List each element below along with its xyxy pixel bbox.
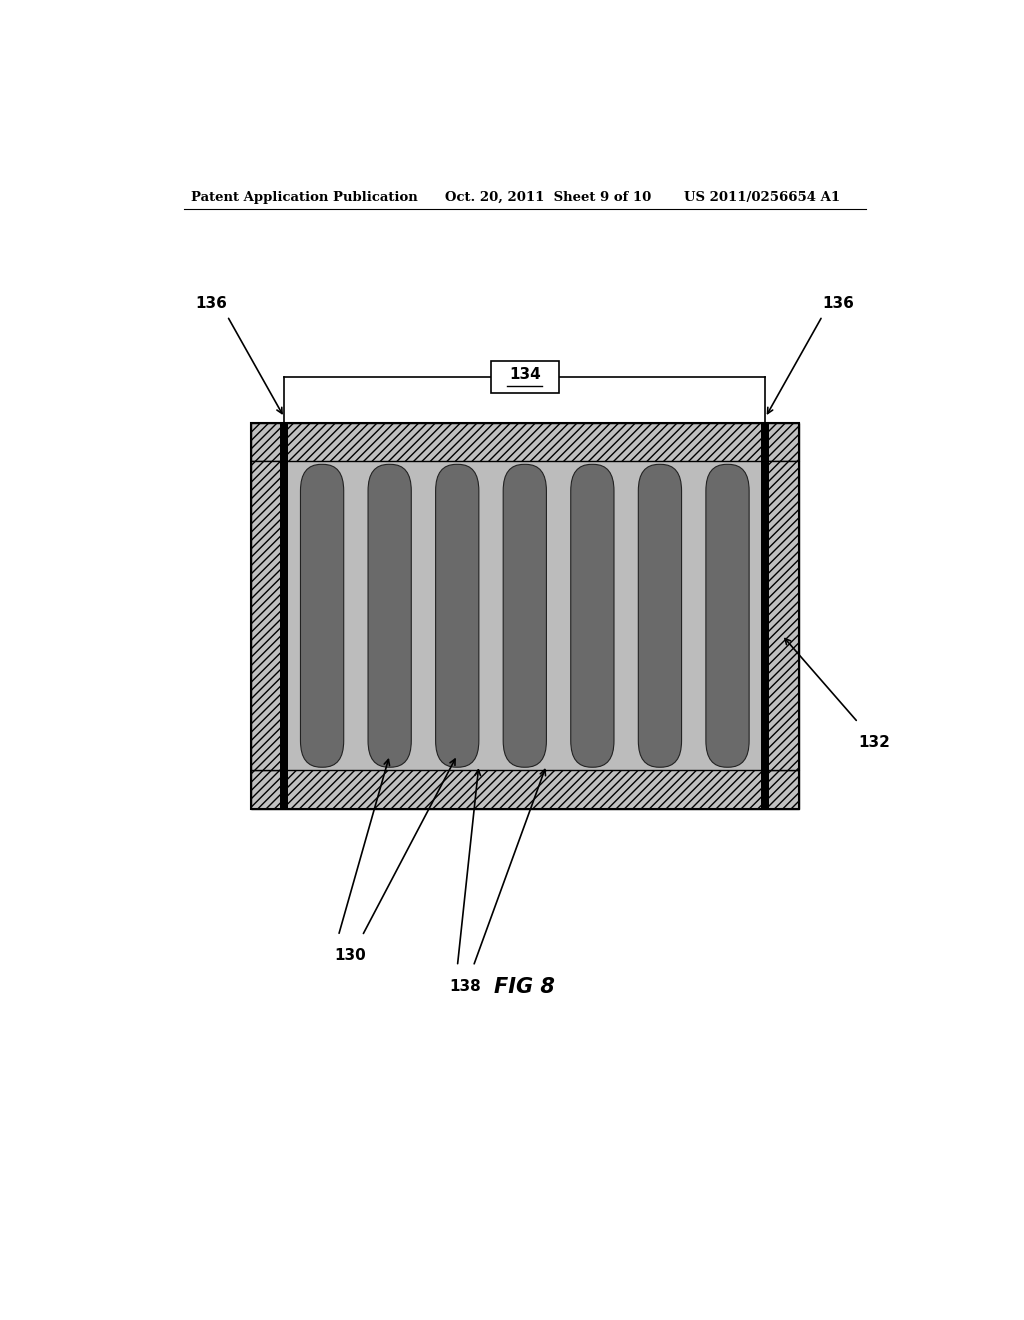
Bar	[761, 422, 769, 809]
Bar	[251, 422, 799, 809]
Text: US 2011/0256654 A1: US 2011/0256654 A1	[684, 190, 840, 203]
Bar	[251, 461, 285, 771]
Text: 136: 136	[822, 296, 854, 312]
Text: 138: 138	[450, 978, 481, 994]
Text: 130: 130	[334, 948, 367, 964]
Bar	[285, 461, 765, 771]
Text: 136: 136	[196, 296, 227, 312]
Text: FIG 8: FIG 8	[495, 977, 555, 997]
Text: Oct. 20, 2011  Sheet 9 of 10: Oct. 20, 2011 Sheet 9 of 10	[445, 190, 651, 203]
FancyBboxPatch shape	[503, 465, 547, 767]
Text: 132: 132	[858, 735, 890, 750]
FancyBboxPatch shape	[368, 465, 412, 767]
FancyBboxPatch shape	[706, 465, 750, 767]
Bar	[251, 422, 799, 461]
Bar	[492, 360, 558, 393]
FancyBboxPatch shape	[435, 465, 479, 767]
Text: Patent Application Publication: Patent Application Publication	[191, 190, 418, 203]
FancyBboxPatch shape	[570, 465, 614, 767]
FancyBboxPatch shape	[300, 465, 344, 767]
Bar	[285, 461, 765, 771]
Bar	[251, 771, 799, 809]
FancyBboxPatch shape	[638, 465, 682, 767]
Bar	[281, 422, 289, 809]
Text: 134: 134	[509, 367, 541, 383]
Bar	[765, 461, 799, 771]
